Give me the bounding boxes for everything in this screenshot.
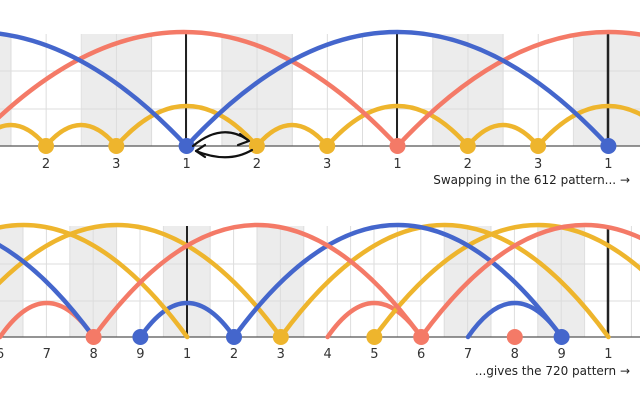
tick-label: 9 — [136, 347, 144, 362]
ball-red — [86, 329, 102, 345]
tick-label: 8 — [511, 347, 519, 362]
tick-label: 2 — [42, 157, 50, 172]
tick-label: 8 — [89, 347, 97, 362]
tick-label: 6 — [0, 347, 4, 362]
tick-label: 2 — [230, 347, 238, 362]
tick-label: 1 — [182, 157, 190, 172]
tick-label: 7 — [464, 347, 472, 362]
ball-red — [390, 138, 406, 154]
ball-blue — [600, 138, 616, 154]
tick-label: 7 — [43, 347, 51, 362]
tick-label: 2 — [464, 157, 472, 172]
tick-label: 3 — [534, 157, 542, 172]
swap-arrowhead — [196, 145, 205, 157]
ball-blue — [132, 329, 148, 345]
tick-label: 2 — [253, 157, 261, 172]
ball-yellow — [366, 329, 382, 345]
ball-blue — [226, 329, 242, 345]
tick-label: 4 — [323, 347, 331, 362]
ball-yellow — [319, 138, 335, 154]
caption-720-pattern[interactable]: ...gives the 720 pattern → — [475, 364, 630, 378]
ball-yellow — [530, 138, 546, 154]
ball-yellow — [38, 138, 54, 154]
ball-red — [507, 329, 523, 345]
tick-label: 1 — [604, 157, 612, 172]
tick-label: 9 — [557, 347, 565, 362]
tick-label: 6 — [417, 347, 425, 362]
tick-label: 1 — [604, 347, 612, 362]
tick-label: 3 — [277, 347, 285, 362]
tick-label: 3 — [323, 157, 331, 172]
caption-612-pattern[interactable]: Swapping in the 612 pattern... → — [433, 173, 630, 187]
ball-blue — [554, 329, 570, 345]
tick-label: 1 — [393, 157, 401, 172]
ball-red — [413, 329, 429, 345]
shade-band — [0, 34, 11, 146]
ball-yellow — [108, 138, 124, 154]
tick-label: 1 — [183, 347, 191, 362]
ball-yellow — [273, 329, 289, 345]
tick-label: 5 — [370, 347, 378, 362]
tick-label: 3 — [112, 157, 120, 172]
ball-yellow — [460, 138, 476, 154]
